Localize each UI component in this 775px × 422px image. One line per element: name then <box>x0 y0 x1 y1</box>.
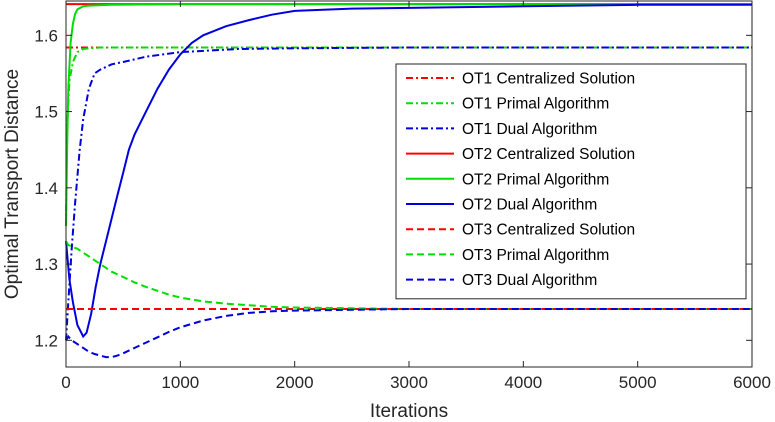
y-tick-label: 1.5 <box>34 103 58 122</box>
y-tick-label: 1.4 <box>34 179 58 198</box>
legend-entry-label: OT2 Dual Algorithm <box>462 197 597 214</box>
series-line-3 <box>65 46 752 341</box>
legend-entry-label: OT1 Dual Algorithm <box>462 121 597 138</box>
x-tick-label: 5000 <box>619 373 657 392</box>
series-line-5 <box>65 3 752 226</box>
legend-box <box>395 63 747 300</box>
legend-entry-label: OT3 Primal Algorithm <box>462 247 609 264</box>
x-tick-label: 4000 <box>504 373 542 392</box>
legend-entry-label: OT1 Primal Algorithm <box>462 96 609 113</box>
series-line-6 <box>65 3 752 339</box>
x-tick-label: 0 <box>61 373 70 392</box>
legend: OT1 Centralized Solution OT1 Primal Algor… <box>395 63 747 300</box>
y-tick-label: 1.3 <box>34 255 58 274</box>
x-tick-label: 2000 <box>276 373 314 392</box>
x-axis-label: Iterations <box>370 401 448 422</box>
legend-entry-label: OT1 Centralized Solution <box>462 71 635 88</box>
x-tick-label: 3000 <box>390 373 428 392</box>
ticks-layer: 0 1000 2000 3000 4000 5000 6000 1.2 1.3 1.4 1.5 1.6 <box>34 1 771 392</box>
y-tick-label: 1.6 <box>34 26 58 45</box>
legend-entry-label: OT2 Primal Algorithm <box>462 171 609 188</box>
x-tick-label: 1000 <box>161 373 199 392</box>
series-line-9 <box>65 308 752 359</box>
legend-entry-label: OT3 Centralized Solution <box>462 222 635 239</box>
x-tick-label: 6000 <box>733 373 771 392</box>
y-axis-label: Optimal Transport Distance <box>2 69 23 299</box>
legend-entry-label: OT2 Centralized Solution <box>462 146 635 163</box>
legend-entry-label: OT3 Dual Algorithm <box>462 272 597 289</box>
y-tick-label: 1.2 <box>34 331 58 350</box>
series-line-2 <box>65 46 752 226</box>
